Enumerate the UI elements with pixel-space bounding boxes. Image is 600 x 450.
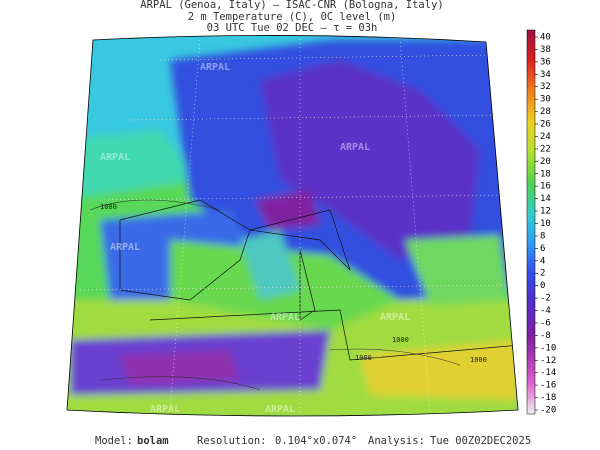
colorbar-tick-label: -10 xyxy=(540,343,556,353)
model-label: Model: xyxy=(95,435,133,447)
watermark: ARPAL xyxy=(200,62,230,73)
watermark: ARPAL xyxy=(265,404,295,415)
contour-label: 1000 xyxy=(100,203,117,211)
analysis-label: Analysis: xyxy=(368,435,425,447)
colorbar-tick-label: 22 xyxy=(540,144,551,154)
watermarks: ARPAL ARPAL ARPAL ARPAL ARPAL ARPAL ARPA… xyxy=(100,62,410,415)
colorbar-tick-label: 32 xyxy=(540,82,551,92)
colorbar-tick-label: 36 xyxy=(540,57,551,67)
colorbar-tick-label: 16 xyxy=(540,182,551,192)
contour-label: 1000 xyxy=(355,354,372,362)
watermark: ARPAL xyxy=(100,152,130,163)
colorbar-tick-label: 6 xyxy=(540,244,545,254)
colorbar-tick-label: -2 xyxy=(540,294,551,304)
watermark: ARPAL xyxy=(150,404,180,415)
header: ARPAL (Genoa, Italy) — ISAC-CNR (Bologna… xyxy=(140,0,443,34)
colorbar-tick-label: -14 xyxy=(540,368,556,378)
colorbar-tick-label: 2 xyxy=(540,269,545,279)
title-line: 2 m Temperature (C), 0C level (m) xyxy=(188,11,397,23)
colorbar-tick-label: 28 xyxy=(540,107,551,117)
resolution-label: Resolution: xyxy=(197,435,267,447)
colorbar-tick-label: 20 xyxy=(540,157,551,167)
colorbar-tick-label: 10 xyxy=(540,219,551,229)
contour-label: 1000 xyxy=(470,356,487,364)
map-field xyxy=(67,35,518,417)
model: bolam xyxy=(137,435,169,447)
resolution: 0.104°x0.074° xyxy=(275,435,357,447)
footer: Model: bolam Resolution: 0.104°x0.074° A… xyxy=(95,435,531,447)
colorbar-tick-label: 18 xyxy=(540,169,551,179)
colorbar-tick-label: 24 xyxy=(540,132,551,142)
watermark: ARPAL xyxy=(110,242,140,253)
colorbar-tick-label: -12 xyxy=(540,356,556,366)
colorbar-tick-label: 34 xyxy=(540,70,551,80)
title-line: ARPAL (Genoa, Italy) — ISAC-CNR (Bologna… xyxy=(140,0,443,11)
watermark: ARPAL xyxy=(270,312,300,323)
colorbar-tick-label: 4 xyxy=(540,256,545,266)
colorbar-tick-label: 40 xyxy=(540,33,551,43)
colorbar-tick-label: 12 xyxy=(540,207,551,217)
colorbar-tick-label: -18 xyxy=(540,393,556,403)
colorbar-tick-label: -4 xyxy=(540,306,551,316)
colorbar-tick-label: 8 xyxy=(540,231,545,241)
colorbar-tick-label: 30 xyxy=(540,95,551,105)
contour-label: 1000 xyxy=(392,336,409,344)
colorbar-tick-label: -16 xyxy=(540,381,556,391)
map-frame xyxy=(66,35,519,417)
colorbar-tick-label: -20 xyxy=(540,406,556,416)
contour-labels: 1000 1000 1000 1000 xyxy=(100,203,487,364)
analysis: Tue 00Z02DEC2025 xyxy=(430,435,531,447)
watermark: ARPAL xyxy=(340,142,370,153)
watermark: ARPAL xyxy=(380,312,410,323)
colorbar xyxy=(526,29,536,415)
colorbar-tick-label: 0 xyxy=(540,281,545,291)
colorbar-tick-label: -6 xyxy=(540,318,551,328)
colorbar-tick-label: -8 xyxy=(540,331,551,341)
colorbar-tick-label: 14 xyxy=(540,194,551,204)
title-line: 03 UTC Tue 02 DEC – τ = 03h xyxy=(207,22,378,34)
colorbar-tick-label: 26 xyxy=(540,120,551,130)
colorbar-tick-label: 38 xyxy=(540,45,551,55)
colorbar-ticks: 4038363432302826242220181614121086420-2-… xyxy=(535,33,556,416)
